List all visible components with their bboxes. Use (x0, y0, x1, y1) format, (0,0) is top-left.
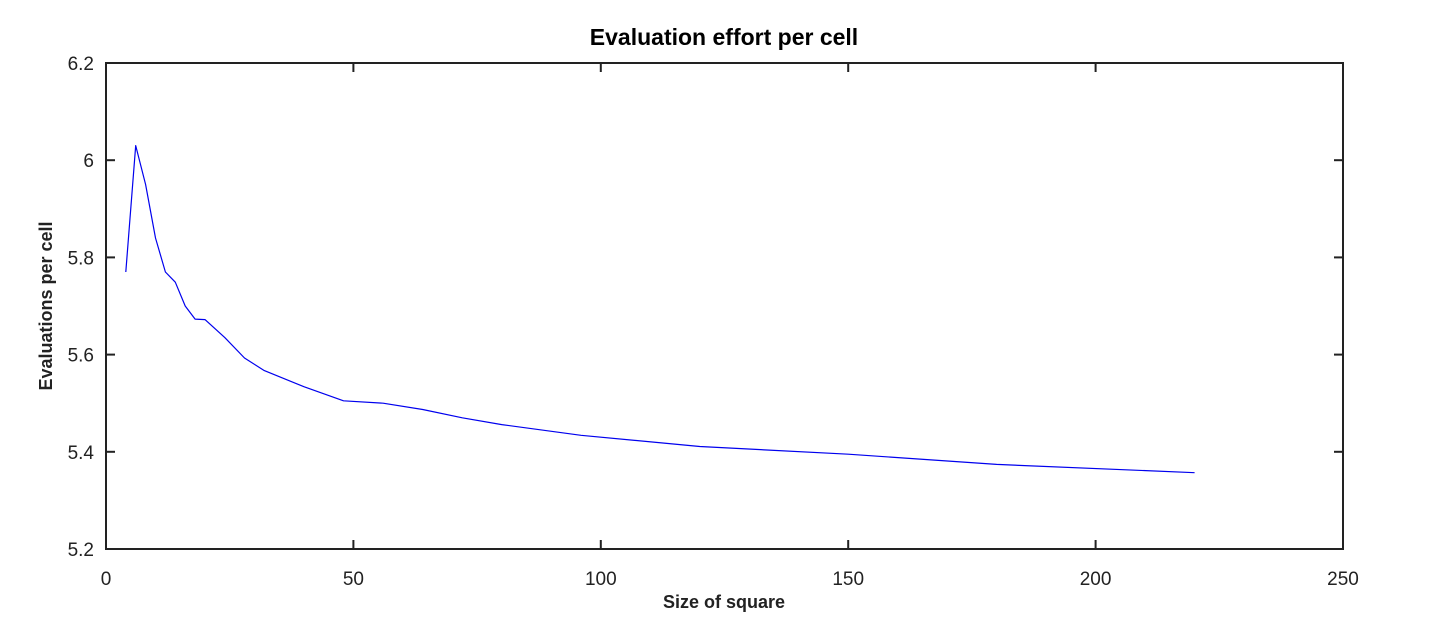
plot-area-frame (105, 62, 1344, 550)
y-tick-label: 5.4 (68, 443, 95, 464)
y-tick-label: 5.2 (68, 540, 94, 561)
y-tick-label: 6 (83, 151, 94, 172)
y-tick-label: 5.6 (68, 346, 94, 367)
series-layer (125, 145, 1195, 474)
chart-title: Evaluation effort per cell (590, 24, 858, 50)
y-tick-label: 5.8 (68, 248, 94, 269)
x-tick-label: 250 (1327, 569, 1359, 590)
x-axis-label: Size of square (663, 592, 785, 612)
series-line-0 (125, 145, 1195, 474)
x-tick-label: 150 (832, 569, 864, 590)
y-axis-label: Evaluations per cell (36, 221, 56, 390)
axis-ticks: 0 50 100 150 200 250 5.2 5.4 5.6 5.8 6 6.2 (68, 54, 1359, 590)
x-tick-label: 50 (343, 569, 364, 590)
y-tick-label: 6.2 (68, 54, 94, 75)
x-tick-label: 0 (101, 569, 112, 590)
x-tick-label: 100 (585, 569, 617, 590)
x-tick-label: 200 (1080, 569, 1112, 590)
